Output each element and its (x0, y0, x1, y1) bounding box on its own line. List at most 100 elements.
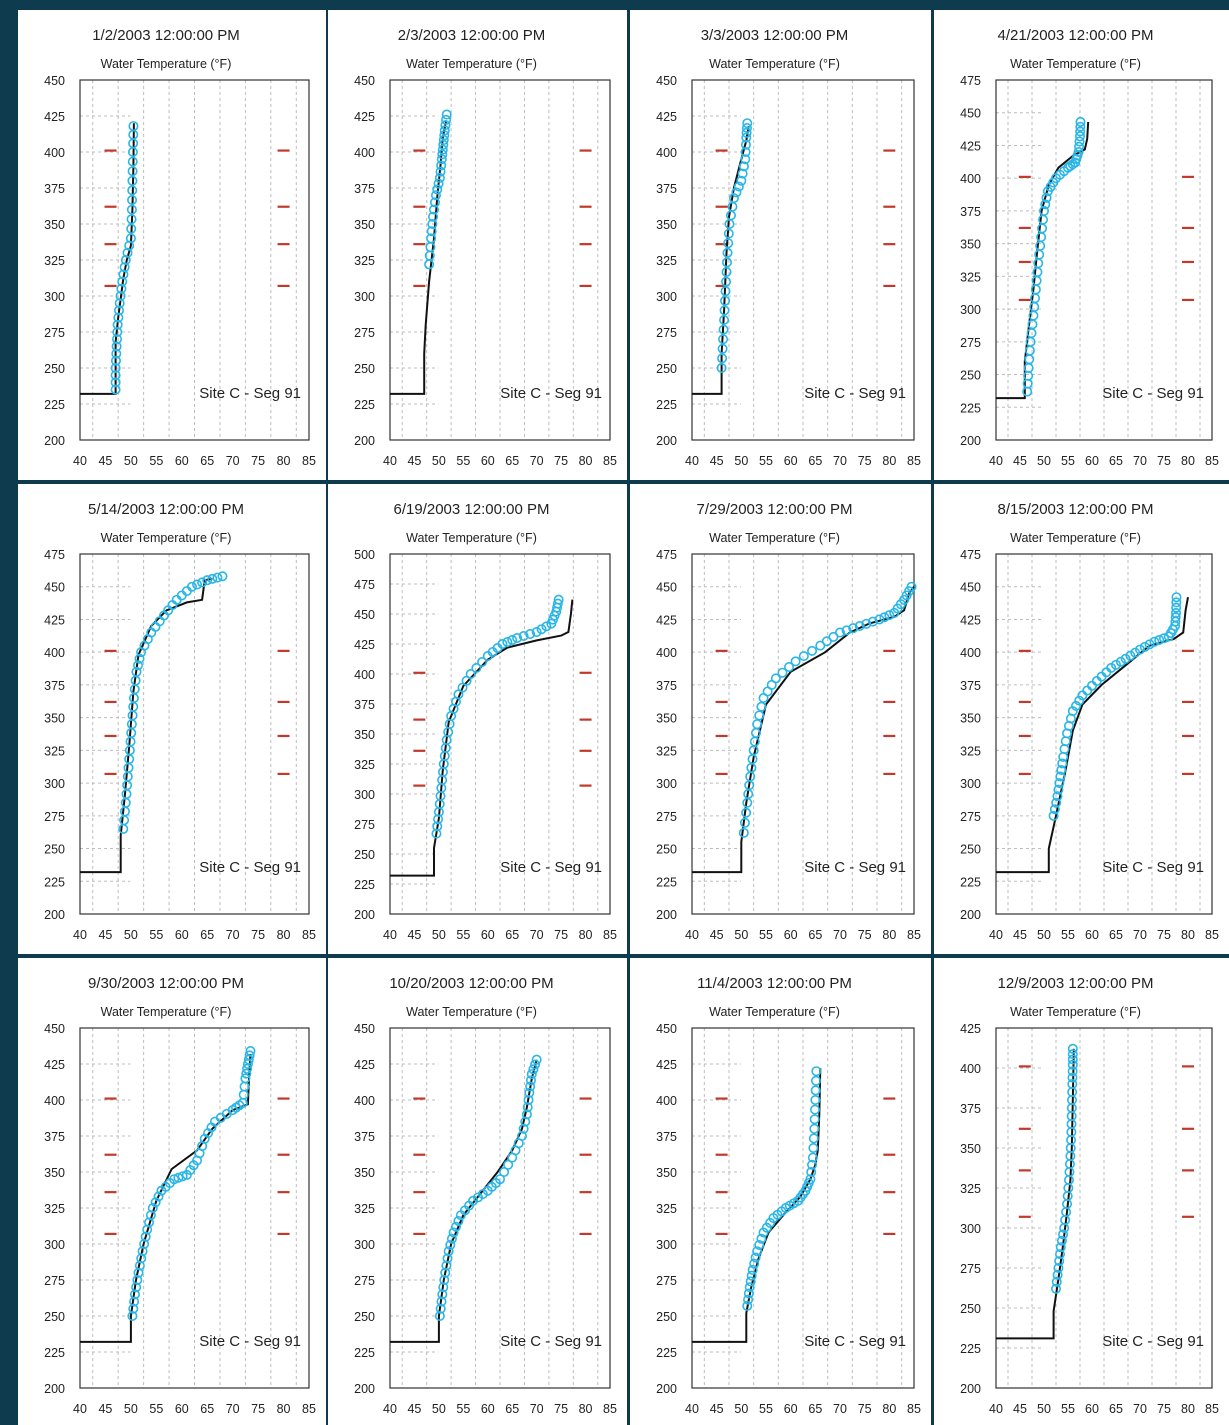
observed-point (1171, 592, 1182, 603)
observed-point (426, 233, 437, 244)
x-tick-label: 60 (175, 1402, 189, 1416)
observed-point (502, 637, 513, 648)
x-tick-label: 70 (226, 454, 240, 468)
x-axis-label: Water Temperature (°F) (709, 1005, 840, 1019)
y-tick-label: 200 (656, 1382, 677, 1396)
chart-panel: 1/2/2003 12:00:00 PM Water Temperature (°… (18, 10, 326, 480)
model-profile-line (692, 586, 915, 874)
x-tick-label: 60 (1085, 454, 1099, 468)
x-tick-label: 40 (383, 454, 397, 468)
observed-point (536, 624, 547, 635)
observed-series (1048, 592, 1182, 821)
y-tick-label: 425 (960, 1022, 981, 1036)
observed-point (1067, 1059, 1078, 1070)
chart-title: 9/30/2003 12:00:00 PM (88, 975, 244, 992)
observed-point (441, 109, 452, 120)
observed-point (120, 797, 131, 808)
observed-point (112, 319, 123, 330)
x-tick-label: 40 (989, 928, 1003, 942)
observed-point (1067, 706, 1078, 717)
y-tick-label: 400 (44, 146, 65, 160)
x-tick-label: 40 (989, 454, 1003, 468)
observed-point (441, 1260, 452, 1271)
x-tick-label: 75 (858, 454, 872, 468)
observed-point (746, 1270, 757, 1281)
observed-point (1056, 764, 1067, 775)
observed-point (738, 161, 749, 172)
observed-point (810, 1075, 821, 1086)
y-tick-label: 200 (44, 908, 65, 922)
observed-point (531, 1054, 542, 1065)
observed-point (739, 817, 750, 828)
chart-panel: 5/14/2003 12:00:00 PM Water Temperature (… (18, 484, 326, 954)
y-tick-label: 350 (354, 1166, 375, 1180)
observed-point (428, 211, 439, 222)
chart-panel: 9/30/2003 12:00:00 PM Water Temperature (… (18, 958, 326, 1425)
observed-point (777, 667, 788, 678)
y-tick-label: 250 (656, 843, 677, 857)
x-tick-label: 85 (302, 454, 316, 468)
x-tick-label: 60 (481, 928, 495, 942)
y-tick-label: 275 (656, 810, 677, 824)
x-tick-label: 55 (456, 928, 470, 942)
x-tick-label: 65 (808, 454, 822, 468)
observed-point (750, 1252, 761, 1263)
observed-point (437, 1289, 448, 1300)
observed-point (1074, 136, 1085, 147)
observed-point (239, 1081, 250, 1092)
y-tick-label: 225 (44, 1346, 65, 1360)
x-tick-label: 60 (481, 1402, 495, 1416)
observed-point (517, 1131, 528, 1142)
observed-point (848, 623, 859, 634)
observed-point (127, 185, 138, 196)
observed-point (526, 1069, 537, 1080)
observed-point (727, 201, 738, 212)
y-tick-label: 425 (656, 110, 677, 124)
observed-point (111, 348, 122, 359)
observed-point (245, 1046, 256, 1057)
y-tick-label: 225 (354, 1346, 375, 1360)
observed-point (784, 662, 795, 673)
y-tick-label: 250 (960, 369, 981, 383)
observed-series (424, 109, 452, 270)
observed-point (1149, 636, 1160, 647)
observed-point (741, 123, 752, 134)
x-tick-label: 80 (277, 1402, 291, 1416)
y-tick-label: 350 (44, 1166, 65, 1180)
observed-point (1074, 695, 1085, 706)
y-tick-label: 275 (44, 810, 65, 824)
observed-point (520, 1116, 531, 1127)
observed-point (110, 362, 121, 373)
y-tick-label: 450 (656, 1022, 677, 1036)
observed-point (446, 1233, 457, 1244)
observed-point (1052, 791, 1063, 802)
y-tick-label: 275 (354, 818, 375, 832)
observed-point (1067, 1066, 1078, 1077)
observed-point (745, 1276, 756, 1287)
x-tick-label: 65 (505, 454, 519, 468)
observed-point (523, 1095, 534, 1106)
x-axis-label: Water Temperature (°F) (1010, 531, 1141, 545)
observed-point (721, 266, 732, 277)
y-tick-label: 250 (354, 848, 375, 862)
observed-point (1063, 1175, 1074, 1186)
observed-point (720, 286, 731, 297)
chart-svg: 12/9/2003 12:00:00 PM Water Temperature (… (960, 975, 1219, 1416)
observed-point (242, 1063, 253, 1074)
y-tick-label: 400 (354, 668, 375, 682)
observed-point (809, 1114, 820, 1125)
observed-point (718, 334, 729, 345)
observed-point (432, 821, 443, 832)
y-tick-label: 425 (960, 139, 981, 153)
model-profile-line (80, 123, 135, 395)
observed-point (1075, 116, 1086, 127)
x-tick-label: 70 (1133, 928, 1147, 942)
observed-point (806, 1167, 817, 1178)
y-tick-label: 450 (354, 608, 375, 622)
observed-point (742, 1300, 753, 1311)
chart-panel: 3/3/2003 12:00:00 PM Water Temperature (°… (630, 10, 931, 480)
y-tick-label: 225 (960, 1342, 981, 1356)
x-tick-label: 60 (784, 928, 798, 942)
x-tick-label: 40 (73, 1402, 87, 1416)
model-profile-line (692, 1068, 822, 1343)
